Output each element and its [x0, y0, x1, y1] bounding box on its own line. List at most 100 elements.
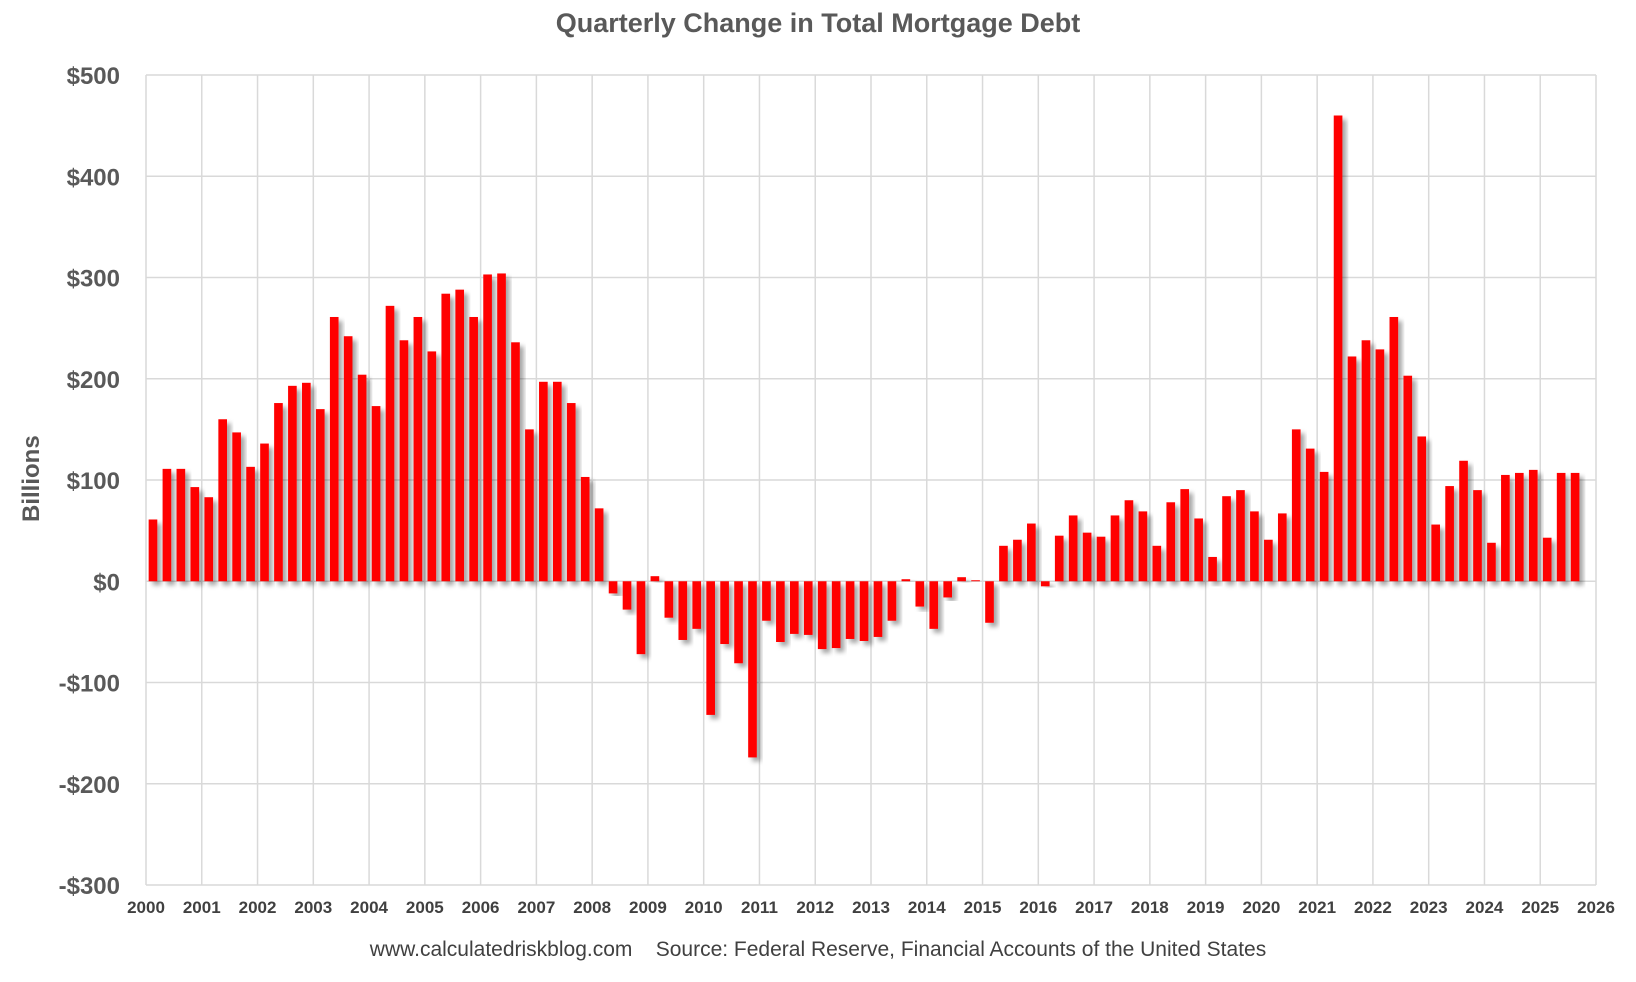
bar [1389, 316, 1399, 582]
bar [706, 581, 715, 715]
bar [1514, 472, 1524, 582]
bar [1347, 356, 1357, 582]
bar [678, 581, 688, 640]
bar [1013, 539, 1022, 582]
bar [148, 519, 158, 582]
bar [1277, 513, 1287, 582]
bar [1222, 496, 1231, 582]
x-tick-label: 2004 [350, 898, 388, 917]
bar [1124, 500, 1134, 582]
bar [762, 581, 771, 621]
bar [357, 374, 367, 582]
bar [399, 340, 409, 582]
bar [1445, 486, 1454, 582]
bar [1459, 460, 1468, 582]
bar [1082, 532, 1092, 582]
bar [246, 466, 255, 582]
bar [915, 581, 925, 607]
bar [999, 545, 1008, 582]
x-tick-label: 2003 [294, 898, 332, 917]
x-tick-label: 2024 [1466, 898, 1504, 917]
bar [218, 419, 228, 582]
x-tick-label: 2014 [908, 898, 946, 917]
bar [1027, 523, 1036, 582]
bar [552, 381, 562, 582]
x-tick-label: 2022 [1354, 898, 1392, 917]
source-note: www.calculatedriskblog.com Source: Feder… [369, 938, 1267, 961]
bar [371, 406, 381, 582]
bar [441, 293, 451, 582]
bar [1236, 490, 1245, 582]
bar [566, 403, 576, 582]
bar [1166, 502, 1176, 582]
bar [497, 273, 506, 582]
bar [455, 289, 465, 582]
x-tick-label: 2009 [629, 898, 667, 917]
bar [580, 476, 590, 582]
y-tick-label: $300 [67, 266, 120, 293]
x-tick-label: 2011 [741, 898, 778, 917]
bar [803, 581, 813, 635]
bar [1375, 349, 1385, 582]
x-tick-label: 2018 [1131, 898, 1169, 917]
bar [1319, 471, 1329, 582]
bar [1138, 511, 1148, 582]
x-tick-label: 2006 [462, 898, 500, 917]
bar [329, 316, 339, 582]
bar [511, 342, 520, 582]
bar [664, 581, 674, 618]
bar [901, 579, 911, 582]
bar [1054, 535, 1064, 582]
x-tick-label: 2012 [796, 898, 834, 917]
bar [859, 581, 869, 641]
x-tick-label: 2013 [852, 898, 890, 917]
bar [274, 403, 283, 582]
bar [1264, 539, 1273, 582]
bar [873, 581, 883, 637]
x-tick-label: 2007 [517, 898, 555, 917]
bar [1473, 490, 1482, 582]
x-tick-label: 2017 [1075, 898, 1113, 917]
bar [427, 351, 437, 582]
bar [1333, 115, 1343, 582]
x-tick-label: 2023 [1410, 898, 1448, 917]
bar [469, 316, 478, 582]
x-tick-label: 2001 [183, 898, 221, 917]
bar [594, 508, 604, 582]
bar [1431, 524, 1440, 582]
bar [1417, 436, 1427, 582]
y-tick-label: $500 [67, 63, 120, 90]
bar [748, 581, 757, 758]
bar [162, 468, 172, 582]
bar [1180, 489, 1190, 582]
bar [525, 429, 534, 582]
bar [971, 580, 980, 582]
bar [288, 385, 297, 582]
x-tick-label: 2015 [964, 898, 1002, 917]
bar [1556, 472, 1566, 582]
x-tick-label: 2016 [1019, 898, 1057, 917]
bar [1542, 537, 1552, 582]
bar [985, 581, 994, 623]
bar [636, 581, 646, 655]
x-tick-label: 2008 [573, 898, 611, 917]
y-tick-label: $0 [93, 569, 120, 596]
x-tick-label: 2020 [1242, 898, 1280, 917]
bar [1208, 556, 1217, 582]
x-tick-label: 2019 [1187, 898, 1225, 917]
y-axis-ticks: $500 $400 $300 $200 $100 $0 -$100 -$200 -$300 [59, 63, 120, 900]
bar [1487, 542, 1496, 582]
bar [887, 581, 897, 621]
bar [1570, 472, 1580, 582]
bar [692, 581, 702, 629]
bar [957, 577, 966, 582]
y-tick-label: $400 [67, 164, 120, 191]
x-tick-label: 2010 [685, 898, 723, 917]
bar [1528, 469, 1538, 582]
bar [232, 432, 241, 582]
bar [204, 497, 214, 582]
bar [483, 274, 492, 582]
bar [1040, 581, 1050, 587]
bars [148, 115, 1580, 758]
